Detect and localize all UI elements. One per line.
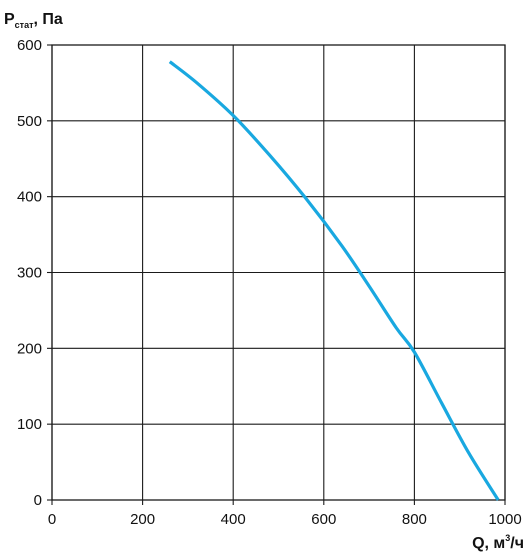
grid — [47, 44, 506, 505]
y-tick-label: 400 — [17, 189, 42, 206]
x-axis-title: Q, м3/ч — [472, 533, 524, 552]
y-axis-title-main: P — [4, 11, 15, 28]
x-axis-title-main: Q, м — [472, 535, 505, 552]
x-tick-label: 800 — [402, 511, 427, 528]
y-tick-label: 100 — [17, 416, 42, 433]
y-tick-label: 600 — [17, 37, 42, 54]
y-tick-label: 0 — [34, 492, 42, 509]
x-tick-label: 1000 — [488, 511, 521, 528]
y-tick-label: 500 — [17, 113, 42, 130]
y-axis-title: Pстат, Па — [4, 11, 63, 30]
y-axis-title-rest: , Па — [34, 11, 63, 28]
y-axis-title-subscript: стат — [15, 20, 34, 30]
series-line — [168, 60, 500, 501]
y-tick-label: 200 — [17, 340, 42, 357]
x-tick-label: 200 — [130, 511, 155, 528]
x-axis-title-superscript: 3 — [505, 533, 510, 543]
y-tick-label: 300 — [17, 265, 42, 282]
x-tick-label: 0 — [48, 511, 56, 528]
x-tick-label: 400 — [221, 511, 246, 528]
x-tick-label: 600 — [311, 511, 336, 528]
x-axis-title-rest: /ч — [510, 535, 524, 552]
tick-labels: 0 200 400 600 800 1000 0 100 200 300 400 500 600 — [17, 37, 522, 528]
series-layer — [168, 60, 500, 501]
